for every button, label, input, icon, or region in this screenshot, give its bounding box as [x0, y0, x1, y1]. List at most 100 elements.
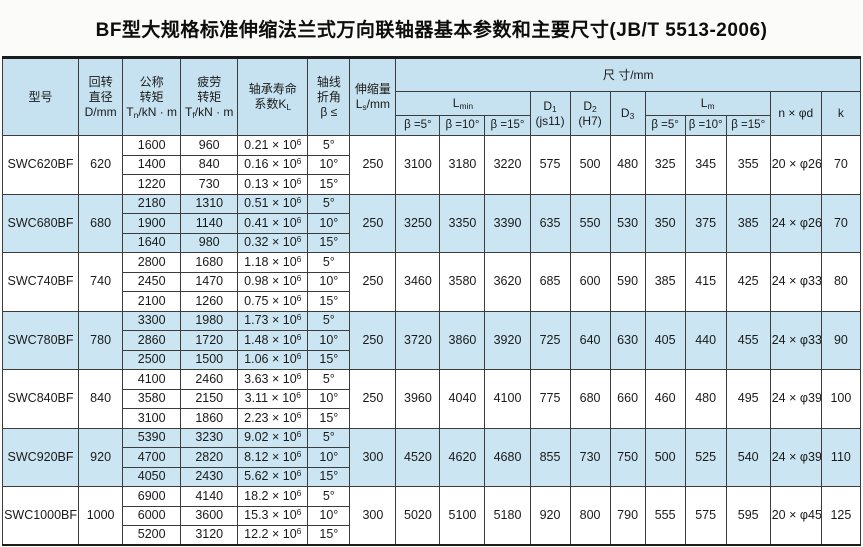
- col-header-fatigue-torque: 疲劳 转矩 Tf/kN · m: [180, 57, 239, 136]
- col-header-k: k: [820, 91, 862, 136]
- cell-bearing-life: 3.11 × 106: [237, 388, 309, 409]
- table-row: SWC1000BF 1000 6900 4140 18.2 × 106 5° 300 5020…: [1, 486, 862, 546]
- exponent: 6: [296, 448, 302, 459]
- cell-axis-angle: 5°: [307, 427, 351, 448]
- cell-fatigue-torque: 960: [180, 135, 239, 156]
- cell-bearing-life: 1.48 × 106: [237, 330, 309, 351]
- cell-nominal-torque: 6000: [122, 505, 182, 526]
- cell-n-phi-d: 24 × φ26: [769, 193, 822, 253]
- cell-bearing-life: 0.98 × 106: [237, 271, 309, 292]
- cell-d3: 590: [609, 252, 646, 312]
- header-line: 转矩: [197, 89, 222, 104]
- exponent: 6: [296, 429, 302, 440]
- cell-fatigue-torque: 1260: [180, 291, 239, 312]
- cell-d2: 730: [569, 427, 611, 487]
- cell-nominal-torque: 5390: [122, 427, 182, 448]
- cell-fatigue-torque: 1470: [180, 271, 239, 292]
- col-header-bearing-life-factor: 轴承寿命 系数KL: [237, 57, 309, 136]
- table-row: SWC620BF 620 1600 960 0.21 × 106 5° 250 3100 318…: [1, 135, 862, 195]
- exponent: 6: [296, 487, 302, 498]
- cell-axis-angle: 15°: [307, 174, 351, 195]
- cell-lmin-beta10: 3860: [439, 310, 486, 370]
- cell-lmin-beta10: 5100: [439, 486, 486, 546]
- header-line: D/mm: [84, 104, 117, 119]
- cell-axis-angle: 10°: [307, 330, 351, 351]
- cell-axis-angle: 15°: [307, 291, 351, 312]
- cell-bearing-life: 0.51 × 106: [237, 193, 309, 214]
- cell-n-phi-d: 20 × φ26: [769, 135, 822, 195]
- cell-lmin-beta10: 3580: [439, 252, 486, 312]
- cell-lmin-beta15: 3390: [484, 193, 531, 253]
- table-row: 1220 730 0.13 × 106 15°: [3, 174, 861, 195]
- cell-axis-angle: 5°: [307, 135, 351, 156]
- cell-lm-beta5: 385: [644, 252, 686, 312]
- cell-lmin-beta15: 4680: [484, 427, 531, 487]
- cell-lmin-beta10: 4620: [439, 427, 486, 487]
- cell-lm-beta10: 375: [684, 193, 727, 253]
- cell-lm-beta10: 345: [684, 135, 727, 195]
- cell-lm-beta10: 415: [684, 252, 727, 312]
- cell-nominal-torque: 1400: [122, 154, 182, 175]
- exponent: 6: [296, 273, 302, 284]
- cell-lm-beta5: 350: [644, 193, 686, 253]
- col-header-d1: D1 (js11): [529, 91, 571, 136]
- exponent: 6: [296, 292, 302, 303]
- cell-fatigue-torque: 730: [180, 174, 239, 195]
- cell-axis-angle: 10°: [307, 213, 351, 234]
- cell-lm-beta15: 385: [725, 193, 771, 253]
- cell-axis-angle: 15°: [307, 349, 351, 370]
- cell-lmin-beta5: 3100: [395, 135, 441, 195]
- header-line: Ls/mm: [355, 97, 390, 112]
- cell-lm-beta15: 540: [725, 427, 771, 487]
- cell-d3: 480: [609, 135, 646, 195]
- cell-lm-beta10: 525: [684, 427, 727, 487]
- table-row: 4700 2820 8.12 × 106 10°: [3, 447, 861, 468]
- col-header-lm-beta5: β =5°: [644, 115, 686, 136]
- cell-axis-angle: 10°: [307, 388, 351, 409]
- cell-d2: 800: [569, 486, 611, 546]
- cell-extension: 250: [349, 310, 397, 370]
- col-header-d2: D2 (H7): [569, 91, 611, 136]
- cell-nominal-torque: 3580: [122, 388, 182, 409]
- cell-rotation-diameter: 680: [78, 193, 124, 253]
- table-row: 2860 1720 1.48 × 106 10°: [3, 330, 861, 351]
- cell-k: 90: [820, 310, 862, 370]
- cell-fatigue-torque: 4140: [180, 486, 239, 507]
- cell-d2: 550: [569, 193, 611, 253]
- cell-model: SWC920BF: [1, 427, 80, 487]
- cell-extension: 250: [349, 252, 397, 312]
- cell-nominal-torque: 2860: [122, 330, 182, 351]
- cell-lm-beta15: 355: [725, 135, 771, 195]
- cell-axis-angle: 10°: [307, 271, 351, 292]
- cell-d3: 660: [609, 369, 646, 429]
- cell-model: SWC620BF: [1, 135, 80, 195]
- cell-d3: 630: [609, 310, 646, 370]
- cell-bearing-life: 12.2 × 106: [237, 525, 309, 546]
- cell-model: SWC680BF: [1, 193, 80, 253]
- cell-fatigue-torque: 1860: [180, 408, 239, 429]
- cell-nominal-torque: 2180: [122, 193, 182, 214]
- cell-rotation-diameter: 840: [78, 369, 124, 429]
- cell-lmin-beta15: 3620: [484, 252, 531, 312]
- cell-lmin-beta15: 3220: [484, 135, 531, 195]
- cell-d1: 685: [529, 252, 571, 312]
- cell-bearing-life: 3.63 × 106: [237, 369, 309, 390]
- cell-nominal-torque: 1640: [122, 232, 182, 253]
- exponent: 6: [296, 390, 301, 401]
- cell-extension: 250: [349, 369, 397, 429]
- header-line: Tf/kN · m: [185, 104, 234, 120]
- header-line: Tn/kN · m: [126, 104, 178, 120]
- cell-axis-angle: 10°: [307, 505, 351, 526]
- cell-nominal-torque: 2450: [122, 271, 182, 292]
- col-header-nominal-torque: 公称 转矩 Tn/kN · m: [122, 57, 182, 136]
- col-header-lmin: Lmin: [395, 91, 531, 116]
- cell-axis-angle: 15°: [307, 232, 351, 253]
- table-row: 1640 980 0.32 × 106 15°: [3, 232, 861, 253]
- exponent: 6: [296, 370, 302, 381]
- cell-axis-angle: 5°: [307, 486, 351, 507]
- cell-extension: 300: [349, 486, 397, 546]
- cell-fatigue-torque: 1720: [180, 330, 239, 351]
- cell-lmin-beta5: 4520: [395, 427, 441, 487]
- cell-lmin-beta5: 3960: [395, 369, 441, 429]
- cell-fatigue-torque: 3120: [180, 525, 239, 546]
